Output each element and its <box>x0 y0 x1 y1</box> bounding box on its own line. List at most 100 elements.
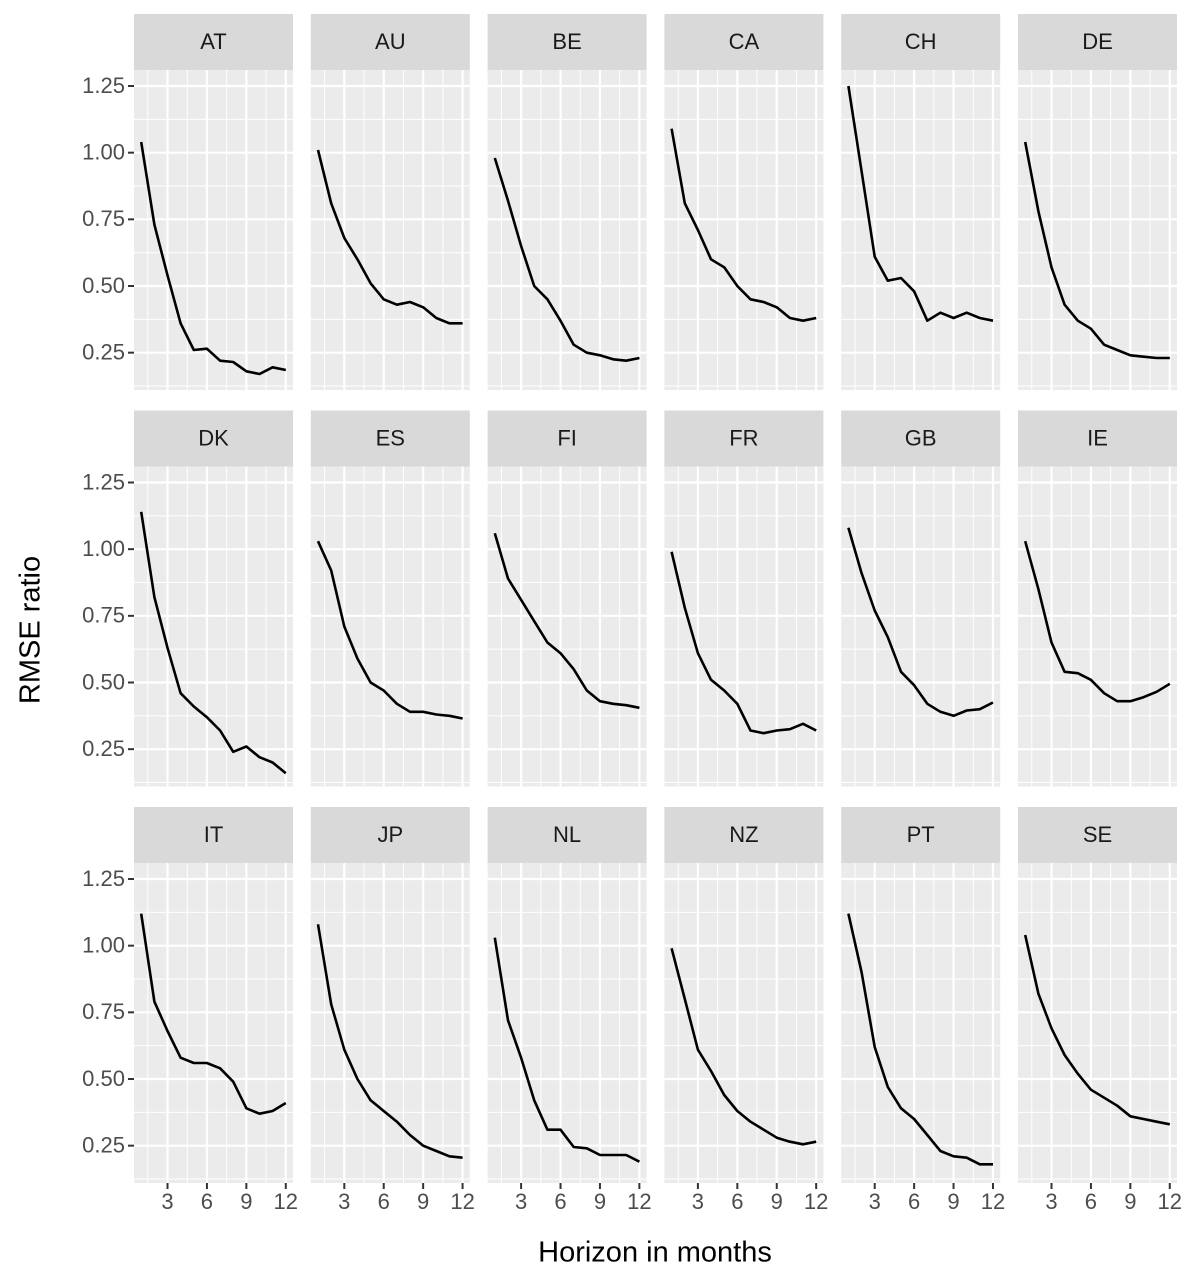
line <box>493 937 640 1163</box>
strip <box>134 14 293 70</box>
line <box>670 551 817 735</box>
x-tick-label: 9 <box>1124 1189 1136 1214</box>
strip <box>841 14 1001 70</box>
strip-label: PT <box>907 822 935 847</box>
panel-background <box>487 863 647 1183</box>
strip-label: ES <box>376 425 405 450</box>
strip-label: CH <box>905 29 937 54</box>
strip <box>841 410 1001 467</box>
strip-label: FI <box>557 425 577 450</box>
line <box>1023 934 1171 1126</box>
line <box>670 947 817 1146</box>
x-tick-label: 12 <box>627 1189 651 1214</box>
panel-background <box>134 863 293 1183</box>
x-tick-label: 9 <box>771 1189 783 1214</box>
x-tick-label: 9 <box>240 1189 252 1214</box>
strip-label: CA <box>729 29 760 54</box>
y-tick-label: 0.25 <box>82 1132 125 1157</box>
line <box>493 532 640 710</box>
strip <box>664 14 824 70</box>
strip-label: NZ <box>729 822 758 847</box>
strip <box>841 807 1001 863</box>
strip-label: IE <box>1087 425 1108 450</box>
line <box>316 924 463 1159</box>
y-tick-label: 1.25 <box>82 73 125 98</box>
line <box>847 527 994 718</box>
line <box>316 540 463 720</box>
x-tick-label: 3 <box>161 1189 173 1214</box>
y-tick-label: 0.25 <box>82 736 125 761</box>
strip-label: DE <box>1082 29 1113 54</box>
strip <box>134 410 293 467</box>
y-tick-label: 0.75 <box>82 603 125 628</box>
x-tick-label: 6 <box>554 1189 566 1214</box>
x-tick-label: 6 <box>1085 1189 1097 1214</box>
panel-background <box>1018 863 1177 1183</box>
line <box>493 157 640 362</box>
panel-background <box>487 466 647 787</box>
line <box>847 85 994 322</box>
line <box>1023 540 1171 703</box>
strip <box>1018 807 1177 863</box>
strip-label: AT <box>200 29 226 54</box>
y-tick-label: 1.25 <box>82 866 125 891</box>
strip-label: FR <box>729 425 758 450</box>
x-tick-label: 6 <box>378 1189 390 1214</box>
strip <box>134 807 293 863</box>
strip <box>1018 14 1177 70</box>
x-tick-label: 9 <box>417 1189 429 1214</box>
panel-background <box>134 466 293 787</box>
strip <box>487 14 647 70</box>
panel-background <box>1018 466 1177 787</box>
x-tick-label: 12 <box>450 1189 474 1214</box>
y-tick-label: 0.50 <box>82 1066 125 1091</box>
x-tick-label: 9 <box>594 1189 606 1214</box>
strip-label: NL <box>553 822 581 847</box>
strip-label: IT <box>204 822 224 847</box>
y-tick-label: 1.00 <box>82 139 125 164</box>
x-tick-label: 12 <box>274 1189 298 1214</box>
strip <box>664 807 824 863</box>
x-axis-title: Horizon in months <box>538 1237 772 1269</box>
y-tick-label: 0.50 <box>82 669 125 694</box>
panel-background <box>664 70 824 390</box>
x-tick-label: 3 <box>869 1189 881 1214</box>
y-axis-title: RMSE ratio <box>15 556 47 704</box>
strip <box>310 807 470 863</box>
x-tick-label: 3 <box>692 1189 704 1214</box>
line <box>139 511 287 775</box>
x-tick-label: 3 <box>338 1189 350 1214</box>
x-tick-label: 12 <box>981 1189 1005 1214</box>
x-tick-label: 9 <box>947 1189 959 1214</box>
y-tick-label: 1.00 <box>82 932 125 957</box>
panel-background <box>310 863 470 1183</box>
y-tick-label: 1.00 <box>82 536 125 561</box>
panel-background <box>310 70 470 390</box>
strip-label: DK <box>198 425 229 450</box>
x-tick-label: 6 <box>731 1189 743 1214</box>
panel-background <box>841 466 1001 787</box>
x-tick-label: 6 <box>908 1189 920 1214</box>
y-tick-label: 0.75 <box>82 206 125 231</box>
strip <box>310 410 470 467</box>
panel-background <box>841 863 1001 1183</box>
line <box>847 913 993 1166</box>
strip-label: GB <box>905 425 937 450</box>
panel-background <box>310 466 470 787</box>
x-tick-label: 6 <box>201 1189 213 1214</box>
strip <box>310 14 470 70</box>
strip <box>664 410 824 467</box>
strip <box>1018 410 1177 467</box>
panel-background <box>134 70 293 390</box>
y-tick-label: 0.25 <box>82 339 125 364</box>
strip <box>487 807 647 863</box>
y-tick-label: 0.50 <box>82 273 125 298</box>
y-tick-label: 0.75 <box>82 999 125 1024</box>
strip <box>487 410 647 467</box>
strip-label: JP <box>377 822 403 847</box>
strip-label: BE <box>552 29 581 54</box>
strip-label: AU <box>375 29 406 54</box>
y-tick-label: 1.25 <box>82 469 125 494</box>
panel-background <box>487 70 647 390</box>
